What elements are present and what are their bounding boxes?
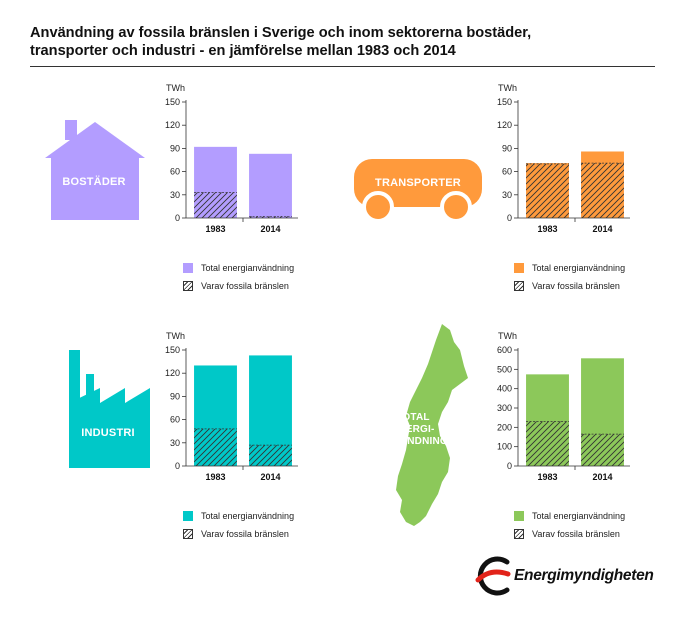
- bar-fossil-2014: [581, 434, 624, 466]
- house-icon: [45, 114, 145, 220]
- y-tick-label: 30: [170, 438, 180, 448]
- y-tick-label: 100: [497, 442, 512, 452]
- legend-label-total: Total energianvändning: [201, 511, 295, 521]
- legend-swatch-total: [183, 263, 193, 273]
- y-tick-label: 60: [170, 415, 180, 425]
- chart-bostader: TWh 0 30 60 90 120 150 1983 2014: [140, 82, 310, 242]
- legend-label-fossil: Varav fossila bränslen: [532, 281, 620, 291]
- chart-svg: TWh 0 30 60 90 120 150 1983 2014: [165, 331, 298, 482]
- y-axis-unit-label: TWh: [166, 83, 185, 93]
- energimyndigheten-logo: Energimyndigheten: [474, 556, 664, 596]
- legend-label-fossil: Varav fossila bränslen: [532, 529, 620, 539]
- legend-swatch-fossil: [183, 281, 193, 291]
- bar-fossil-2014: [581, 163, 624, 218]
- legend-swatch-total: [183, 511, 193, 521]
- y-tick-label: 90: [502, 143, 512, 153]
- page-title: Användning av fossila bränslen i Sverige…: [30, 24, 660, 60]
- title-divider: [30, 66, 655, 67]
- sweden-label-line1: TOTAL: [396, 412, 430, 423]
- legend-label-total: Total energianvändning: [532, 263, 626, 273]
- y-tick-label: 60: [502, 167, 512, 177]
- factory-icon: [66, 348, 150, 468]
- legend-item-total: Total energianvändning: [514, 261, 625, 275]
- y-tick-label: 120: [497, 120, 512, 130]
- bar-total-2014: [249, 153, 292, 218]
- sweden-label-line3: ANVÄNDNING: [378, 436, 448, 447]
- legend-label-total: Total energianvändning: [201, 263, 295, 273]
- legend-item-fossil: Varav fossila bränslen: [183, 527, 294, 541]
- y-tick-label: 90: [170, 391, 180, 401]
- chart-transporter: TWh 0 30 60 90 120 150 1983 2014: [472, 82, 642, 242]
- y-axis-unit-label: TWh: [498, 331, 517, 341]
- bar-fossil-1983: [194, 428, 237, 466]
- chart-svg: TWh 0 100 200 300 400 500 600 1983 2014: [497, 331, 630, 482]
- bar-fossil-1983: [194, 192, 237, 218]
- legend-item-total: Total energianvändning: [514, 509, 625, 523]
- y-tick-label: 60: [170, 167, 180, 177]
- y-tick-label: 0: [507, 213, 512, 223]
- legend-item-fossil: Varav fossila bränslen: [183, 279, 294, 293]
- factory-label: INDUSTRI: [81, 427, 135, 439]
- legend-swatch-fossil: [183, 529, 193, 539]
- y-tick-label: 150: [165, 97, 180, 107]
- legend-industri: Total energianvändning Varav fossila brä…: [183, 509, 294, 545]
- bar-fossil-2014: [249, 445, 292, 466]
- house-label: BOSTÄDER: [62, 176, 126, 188]
- page-title-line1: Användning av fossila bränslen i Sverige…: [30, 25, 532, 41]
- legend-item-total: Total energianvändning: [183, 261, 294, 275]
- legend-label-fossil: Varav fossila bränslen: [201, 529, 289, 539]
- x-tick-label: 1983: [205, 472, 225, 482]
- x-tick-label: 1983: [537, 224, 557, 234]
- bar-fossil-1983: [526, 421, 569, 466]
- x-tick-label: 2014: [260, 224, 280, 234]
- y-tick-label: 0: [507, 461, 512, 471]
- x-tick-label: 1983: [537, 472, 557, 482]
- bus-label: TRANSPORTER: [375, 177, 461, 189]
- logo-mark-icon: [475, 556, 511, 596]
- sweden-label-line2: ENERGI-: [391, 424, 435, 435]
- legend-swatch-total: [514, 511, 524, 521]
- legend-bostader: Total energianvändning Varav fossila brä…: [183, 261, 294, 297]
- y-tick-label: 30: [170, 190, 180, 200]
- y-tick-label: 120: [165, 368, 180, 378]
- chart-industri: TWh 0 30 60 90 120 150 1983 2014: [140, 330, 310, 490]
- y-tick-label: 150: [497, 97, 512, 107]
- legend-item-total: Total energianvändning: [183, 509, 294, 523]
- bar-fossil-2014: [249, 216, 292, 218]
- y-tick-label: 0: [175, 213, 180, 223]
- legend-total: Total energianvändning Varav fossila brä…: [514, 509, 625, 545]
- x-tick-label: 2014: [592, 472, 612, 482]
- x-tick-label: 2014: [260, 472, 280, 482]
- y-axis-unit-label: TWh: [166, 331, 185, 341]
- legend-swatch-total: [514, 263, 524, 273]
- chart-svg: TWh 0 30 60 90 120 150 1983 2014: [497, 83, 630, 234]
- y-tick-label: 150: [165, 345, 180, 355]
- legend-label-fossil: Varav fossila bränslen: [201, 281, 289, 291]
- chart-total: TWh 0 100 200 300 400 500 600 1983 2014: [472, 330, 642, 490]
- logo-text: Energimyndigheten: [514, 567, 654, 584]
- y-tick-label: 120: [165, 120, 180, 130]
- bus-icon: [352, 157, 484, 223]
- y-tick-label: 200: [497, 422, 512, 432]
- y-tick-label: 30: [502, 190, 512, 200]
- x-tick-label: 2014: [592, 224, 612, 234]
- bar-fossil-1983: [526, 163, 569, 218]
- legend-swatch-fossil: [514, 529, 524, 539]
- y-axis-unit-label: TWh: [498, 83, 517, 93]
- y-tick-label: 600: [497, 345, 512, 355]
- sweden-map-icon: [380, 322, 480, 532]
- y-tick-label: 500: [497, 364, 512, 374]
- legend-item-fossil: Varav fossila bränslen: [514, 527, 625, 541]
- page-title-line2: transporter och industri - en jämförelse…: [30, 43, 456, 59]
- legend-label-total: Total energianvändning: [532, 511, 626, 521]
- y-tick-label: 90: [170, 143, 180, 153]
- y-tick-label: 0: [175, 461, 180, 471]
- chart-svg: TWh 0 30 60 90 120 150 1983 2014: [165, 83, 298, 234]
- y-tick-label: 400: [497, 384, 512, 394]
- legend-item-fossil: Varav fossila bränslen: [514, 279, 625, 293]
- legend-swatch-fossil: [514, 281, 524, 291]
- legend-transporter: Total energianvändning Varav fossila brä…: [514, 261, 625, 297]
- x-tick-label: 1983: [205, 224, 225, 234]
- y-tick-label: 300: [497, 403, 512, 413]
